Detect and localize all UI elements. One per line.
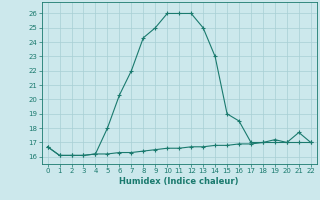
- X-axis label: Humidex (Indice chaleur): Humidex (Indice chaleur): [119, 177, 239, 186]
